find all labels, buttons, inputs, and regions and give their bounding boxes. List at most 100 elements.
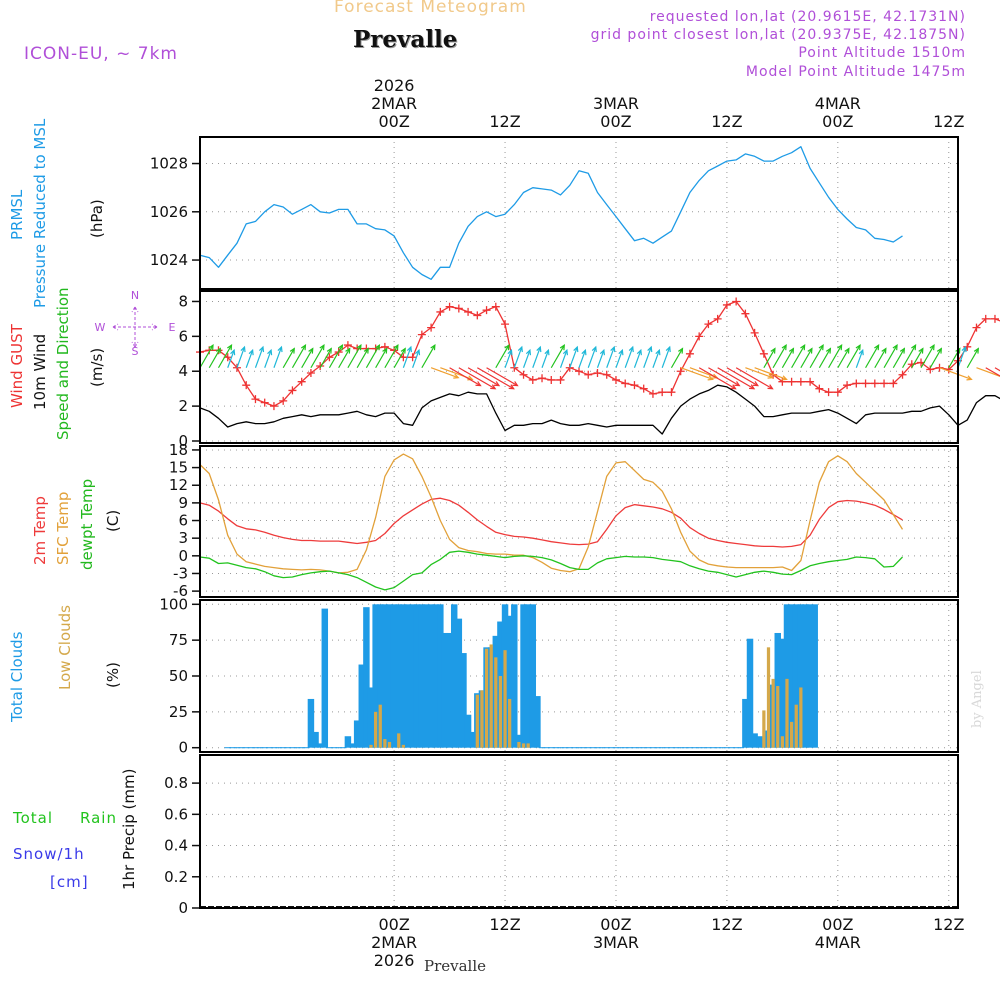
wind-vector-head	[767, 384, 774, 390]
wind-vector-head	[936, 347, 943, 354]
gust-marker	[796, 377, 805, 386]
gust-marker	[269, 402, 278, 411]
wind-vector	[939, 367, 972, 380]
wind-vector	[559, 349, 568, 368]
wind-vector	[236, 346, 246, 368]
total-cloud-bar	[534, 696, 541, 748]
wind-vector-head	[636, 348, 642, 356]
wind-vector-head	[911, 344, 917, 351]
top-time-label: 00Z	[600, 112, 631, 131]
wind-vector-head	[248, 348, 254, 356]
wind-vector	[754, 367, 787, 380]
gust-marker	[464, 307, 473, 316]
top-time-label: 12Z	[933, 112, 964, 131]
y-tick-label: 100	[159, 595, 188, 613]
low-cloud-bar	[397, 733, 401, 748]
wind-vector	[902, 344, 917, 369]
wind-vector	[375, 348, 388, 369]
bottom-date-label: 2MAR	[371, 933, 417, 952]
gust-marker	[787, 377, 796, 386]
wind-vector-head	[240, 345, 246, 353]
y-tick-label: 0	[178, 432, 188, 450]
wind-vector	[486, 367, 518, 387]
point-altitude: Point Altitude 1510m	[798, 45, 966, 61]
wind-vector-head	[267, 348, 273, 356]
low-cloud-bar	[387, 741, 392, 748]
wind-vector	[467, 367, 500, 387]
low-cloud-bar	[494, 657, 498, 748]
top-date-label: 4MAR	[815, 94, 861, 113]
wind-vector-head	[504, 344, 510, 351]
y-tick-label: -3	[173, 564, 188, 582]
wind-vector	[550, 344, 565, 369]
wind-vector	[596, 349, 605, 368]
wind-vector	[994, 367, 1000, 372]
top-time-label: 00Z	[378, 112, 409, 131]
wind-vector-head	[734, 381, 741, 387]
wind-vector	[809, 344, 824, 369]
total-cloud-bar	[524, 604, 532, 748]
2m-temp-line	[199, 497, 903, 548]
wind-vector	[708, 367, 740, 387]
precip-rain-label: Rain	[80, 809, 117, 827]
wind-vector-head	[319, 344, 325, 351]
total-cloud-bar	[395, 604, 402, 748]
gust-marker	[695, 332, 704, 341]
wind-vector	[772, 344, 787, 369]
y-tick-label: 0.2	[164, 868, 188, 886]
low-cloud-bar	[762, 710, 766, 748]
total-cloud-bar	[400, 604, 407, 748]
wind-vector-head	[599, 348, 605, 356]
total-cloud-bar	[511, 604, 518, 748]
total-cloud-bar	[742, 698, 749, 748]
wind-vector	[818, 348, 831, 369]
bottom-time-label: 12Z	[489, 915, 520, 934]
wind-vector	[412, 349, 420, 368]
wind-vector	[282, 348, 295, 369]
total-cloud-bar	[520, 604, 527, 748]
total-cloud-bar	[321, 608, 329, 748]
wind-vector	[633, 349, 642, 368]
bottom-time-label: 00Z	[822, 915, 853, 934]
bottom-date-label: 4MAR	[815, 933, 861, 952]
wind-vector-head	[559, 344, 565, 351]
total-cloud-bar	[446, 632, 453, 748]
compass-west: W	[95, 321, 106, 334]
gust-marker	[880, 379, 889, 388]
wind-vector-head	[855, 344, 861, 351]
total-cloud-bar	[404, 604, 412, 748]
y-tick-label: 75	[169, 631, 188, 649]
wind-vector	[495, 344, 510, 369]
y-tick-label: 3	[178, 529, 188, 547]
top-time-label: 12Z	[711, 112, 742, 131]
wind-vector-head	[374, 344, 381, 351]
gust-marker	[279, 396, 288, 405]
gust-marker	[639, 384, 648, 393]
gust-marker	[750, 328, 759, 337]
wind-vector	[874, 348, 887, 369]
wind-vector-head	[525, 348, 532, 356]
gust-marker	[676, 367, 685, 376]
y-tick-label: -6	[173, 582, 188, 600]
total-cloud-bar	[367, 687, 375, 748]
wind-vector	[541, 349, 549, 368]
gust-marker	[260, 398, 269, 407]
wind-vector	[347, 344, 362, 369]
top-date-label: 2MAR	[371, 94, 417, 113]
wind-vector	[745, 367, 773, 379]
wind-vector-head	[308, 347, 314, 354]
wind-vector-head	[430, 344, 436, 351]
gust-marker	[759, 349, 768, 358]
panel-frame-precip	[199, 754, 959, 909]
total-cloud-bar	[386, 604, 393, 748]
gust-marker	[491, 302, 500, 311]
wind-vector-head	[618, 348, 624, 356]
gust-marker	[833, 388, 842, 397]
total-cloud-bar	[316, 743, 324, 748]
wind-vector-head	[230, 348, 236, 356]
y-tick-label: 0.4	[164, 837, 188, 855]
wind-vector	[606, 346, 615, 368]
gust-marker	[806, 377, 815, 386]
wind-vector	[735, 367, 773, 390]
